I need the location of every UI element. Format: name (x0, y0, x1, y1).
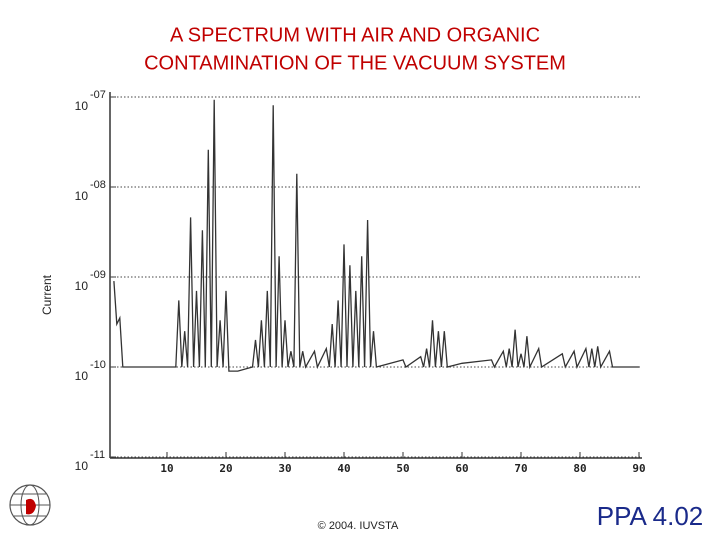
y-tick-label: 10 (75, 369, 89, 383)
x-tick-label: 20 (219, 462, 232, 475)
y-tick-exponent: -09 (90, 269, 106, 281)
y-tick-exponent: -10 (90, 359, 106, 371)
slide-id: PPA 4.02 (597, 501, 704, 531)
x-tick-label: 50 (396, 462, 409, 475)
title-line: CONTAMINATION OF THE VACUUM SYSTEM (144, 52, 566, 74)
copyright: © 2004. IUVSTA (318, 520, 399, 532)
y-tick-label: 10 (75, 189, 89, 203)
x-tick-label: 30 (278, 462, 291, 475)
y-tick-label: 10 (75, 279, 89, 293)
x-tick-label: 70 (514, 462, 527, 475)
y-tick-exponent: -07 (90, 89, 106, 101)
y-axis-label: Current (40, 274, 54, 315)
x-tick-label: 80 (573, 462, 586, 475)
y-tick-label: 10 (75, 99, 89, 113)
y-tick-exponent: -11 (90, 449, 105, 461)
spectrum-line (113, 99, 639, 372)
logo (9, 484, 51, 526)
x-tick-label: 60 (455, 462, 468, 475)
x-tick-label: 10 (160, 462, 173, 475)
title-line: A SPECTRUM WITH AIR AND ORGANIC (170, 24, 540, 46)
x-tick-label: 40 (337, 462, 350, 475)
y-tick-exponent: -08 (90, 179, 106, 191)
y-tick-label: 10 (75, 459, 89, 473)
x-tick-label: 90 (632, 462, 645, 475)
